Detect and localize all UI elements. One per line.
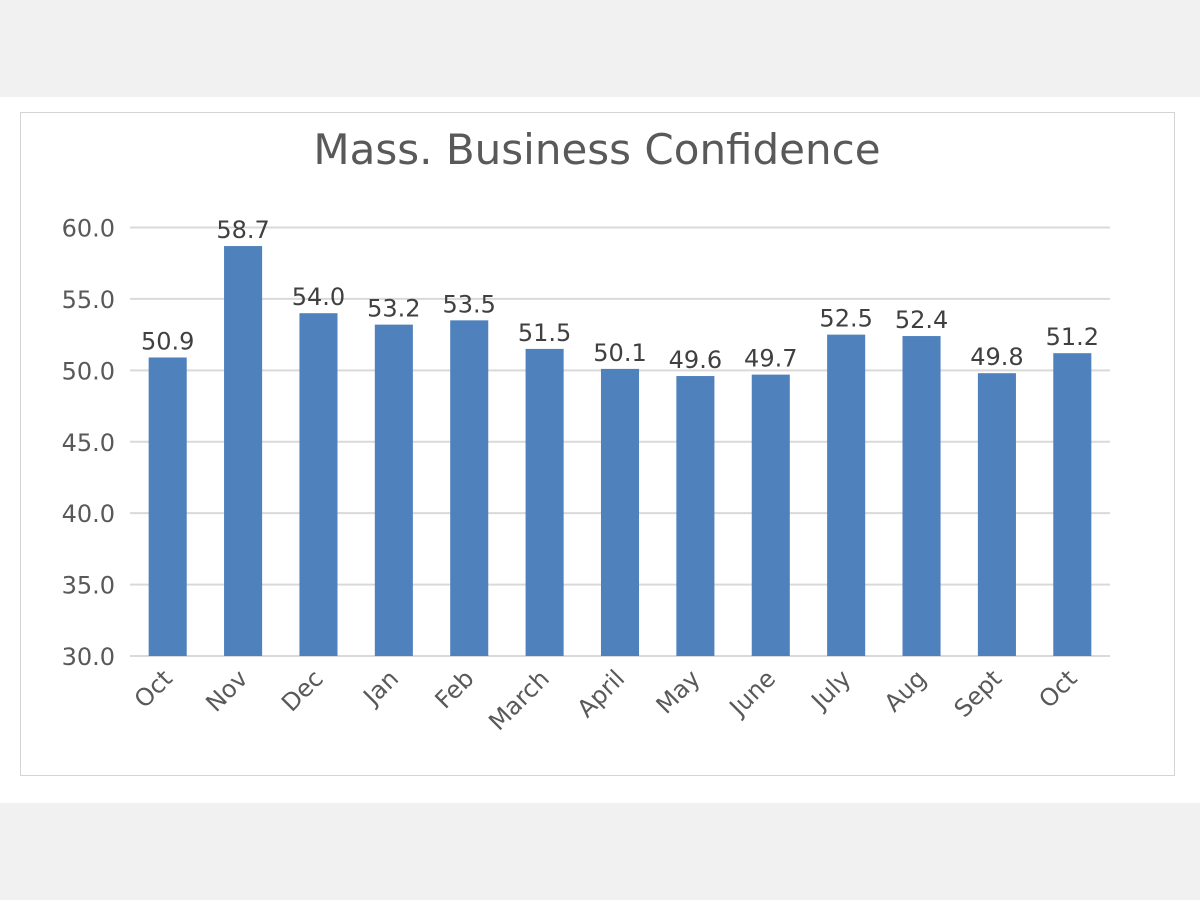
x-tick-label: Oct bbox=[1033, 664, 1082, 713]
data-label: 58.7 bbox=[216, 216, 269, 244]
y-tick-label: 55.0 bbox=[62, 286, 115, 314]
data-label: 50.1 bbox=[593, 339, 646, 367]
data-label: 52.5 bbox=[819, 305, 872, 333]
bar bbox=[299, 313, 338, 656]
y-tick-label: 45.0 bbox=[62, 429, 115, 457]
bar bbox=[374, 324, 413, 656]
x-tick-label: May bbox=[651, 664, 706, 719]
data-label: 53.2 bbox=[367, 295, 420, 323]
bar bbox=[148, 357, 187, 656]
x-tick-label: Dec bbox=[276, 664, 329, 717]
x-tick-label: July bbox=[805, 664, 857, 716]
data-label: 52.4 bbox=[895, 306, 948, 334]
x-tick-label: April bbox=[572, 664, 631, 723]
bar bbox=[525, 348, 564, 656]
chart-title: Mass. Business Confidence bbox=[313, 125, 880, 174]
x-tick-label: Nov bbox=[200, 664, 253, 717]
bar bbox=[450, 320, 489, 656]
x-tick-label: June bbox=[723, 664, 781, 722]
y-tick-label: 30.0 bbox=[62, 643, 115, 671]
bar bbox=[1053, 353, 1092, 656]
data-label: 51.5 bbox=[518, 319, 571, 347]
y-tick-label: 50.0 bbox=[62, 357, 115, 385]
x-tick-label: Feb bbox=[430, 664, 480, 714]
x-tick-label: Sept bbox=[949, 664, 1007, 722]
data-label: 49.6 bbox=[669, 346, 722, 374]
bar bbox=[224, 246, 263, 656]
y-axis-ticks: 30.0 35.0 40.0 45.0 50.0 55.0 60.0 bbox=[62, 215, 115, 672]
data-label: 53.5 bbox=[443, 290, 496, 318]
bar bbox=[751, 374, 790, 656]
y-tick-label: 60.0 bbox=[62, 215, 115, 243]
data-labels: 50.9 58.7 54.0 53.2 53.5 51.5 50.1 49.6 49.7 52.5… bbox=[141, 216, 1099, 374]
y-tick-label: 40.0 bbox=[62, 500, 115, 528]
bar bbox=[827, 334, 866, 656]
data-label: 50.9 bbox=[141, 327, 194, 355]
x-tick-label: Oct bbox=[129, 664, 178, 713]
x-tick-label: Aug bbox=[879, 664, 932, 717]
bar bbox=[676, 376, 715, 656]
y-tick-label: 35.0 bbox=[62, 572, 115, 600]
bars bbox=[148, 246, 1092, 656]
bar bbox=[977, 373, 1016, 656]
x-axis-ticks: Oct Nov Dec Jan Feb March April May June July Aug S… bbox=[129, 664, 1083, 736]
bar bbox=[600, 368, 640, 656]
bar bbox=[902, 336, 941, 656]
data-label: 54.0 bbox=[292, 283, 345, 311]
data-label: 49.7 bbox=[744, 345, 797, 373]
x-tick-label: Jan bbox=[357, 664, 404, 711]
x-tick-label: March bbox=[483, 664, 555, 736]
data-label: 49.8 bbox=[970, 343, 1023, 371]
data-label: 51.2 bbox=[1046, 323, 1099, 351]
